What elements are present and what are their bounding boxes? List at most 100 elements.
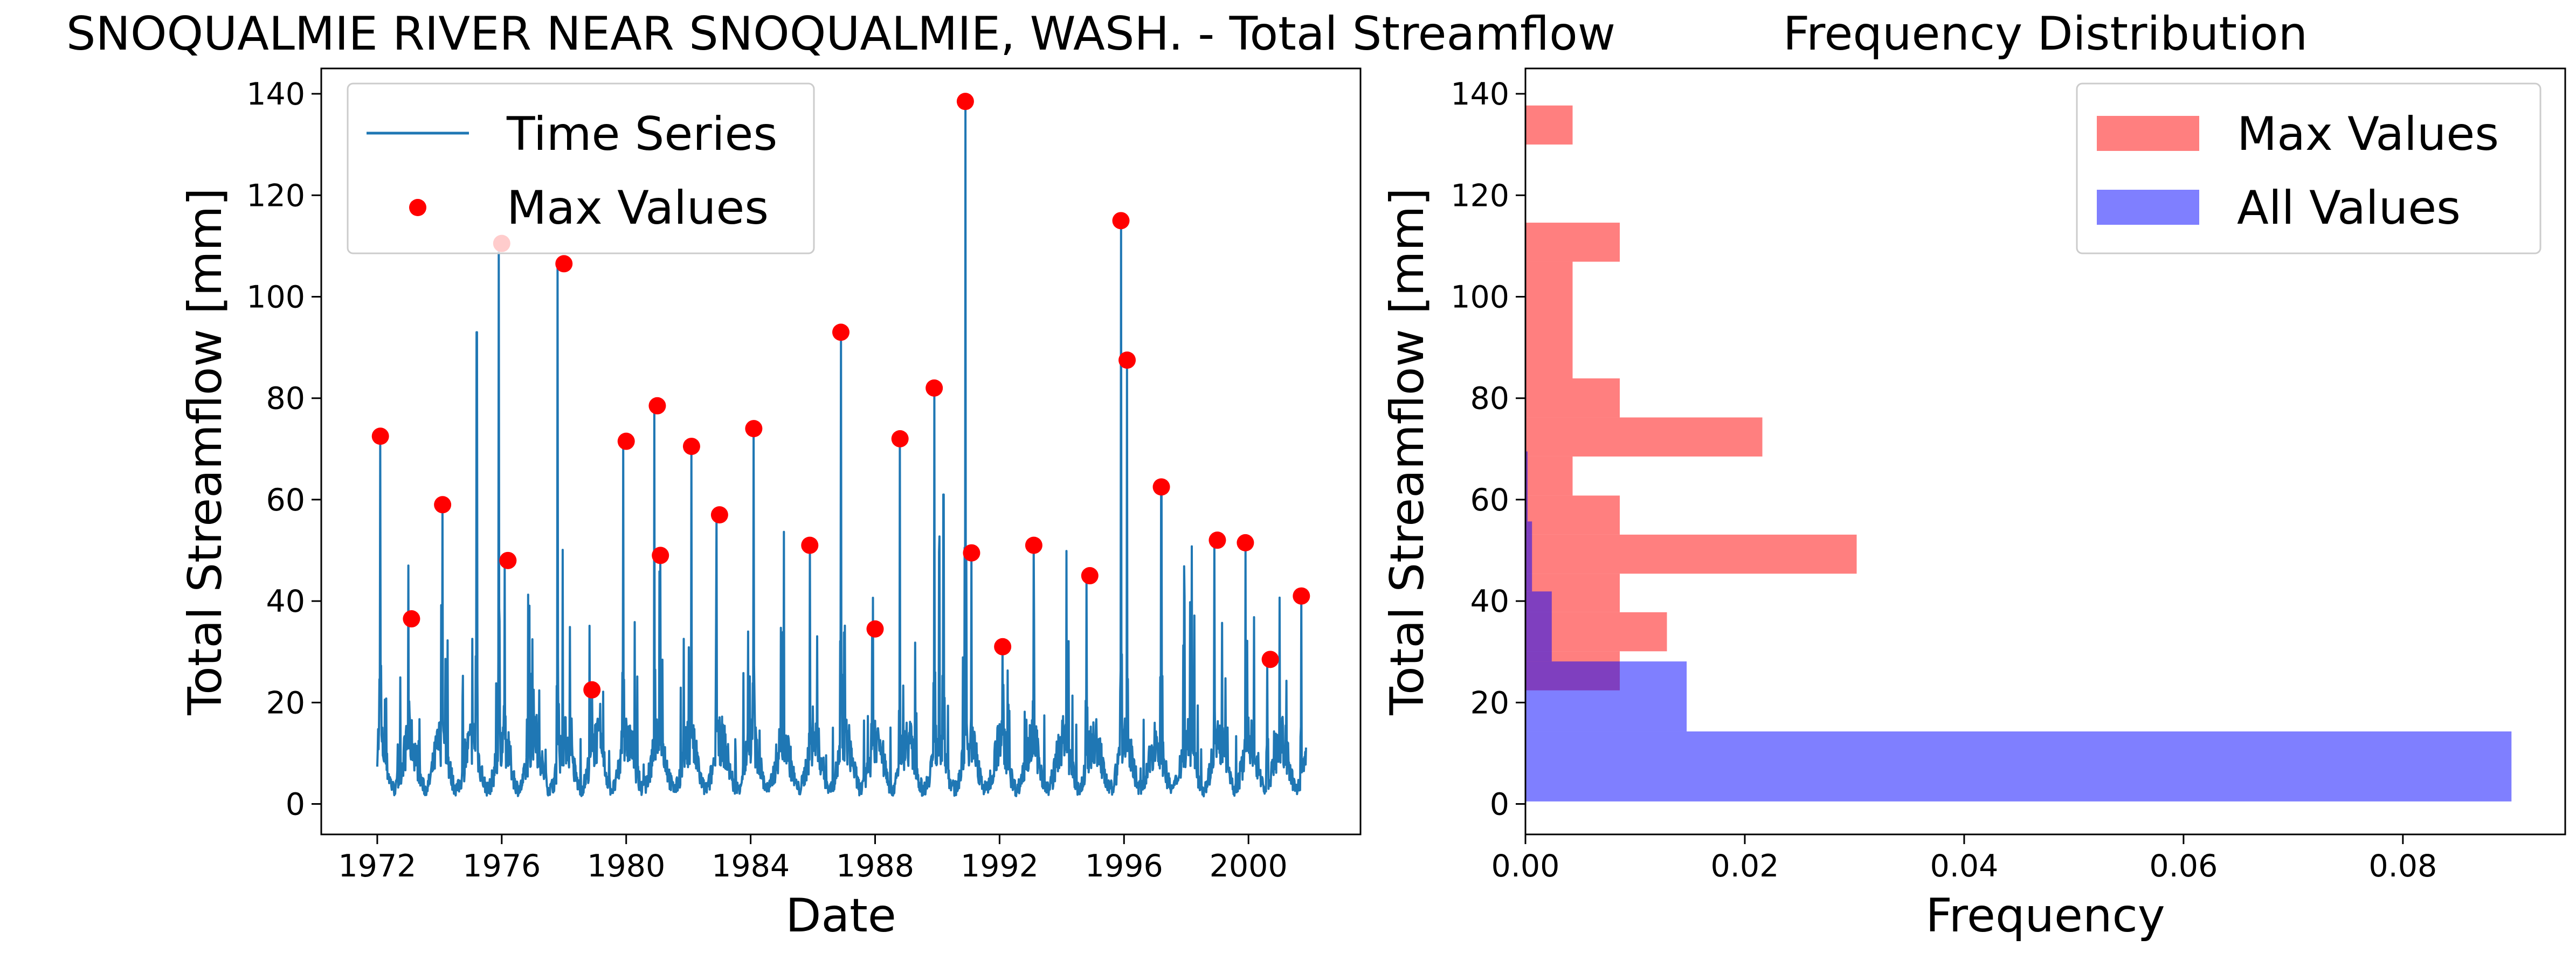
left-x-tick-label: 1992 — [961, 848, 1039, 884]
right-x-tick-label: 0.08 — [2368, 848, 2437, 884]
left-x-tick-label: 1988 — [836, 848, 914, 884]
max-value-point — [1293, 587, 1310, 605]
max-value-point — [866, 620, 884, 638]
right-chart-title: Frequency Distribution — [1783, 7, 2308, 61]
left-x-tick-label: 1980 — [587, 848, 665, 884]
right-x-tick-label: 0.02 — [1711, 848, 1779, 884]
max-values-hist-bar — [1525, 456, 1573, 496]
right-y-tick-label: 60 — [1470, 482, 1509, 518]
all-values-hist-bar — [1525, 451, 1528, 522]
max-value-point — [926, 379, 943, 397]
left-x-tick-label: 2000 — [1210, 848, 1288, 884]
left-axes-frame — [320, 67, 1362, 835]
max-values-hist-bar — [1525, 105, 1573, 145]
right-y-tick-label: 20 — [1470, 685, 1509, 721]
right-y-tick-label: 80 — [1470, 381, 1509, 417]
max-value-point — [994, 638, 1012, 655]
max-value-point — [801, 536, 819, 554]
max-value-point — [434, 496, 452, 514]
max-values-legend-label: Max Values — [507, 181, 769, 235]
max-values-hist-legend-label: Max Values — [2237, 107, 2499, 161]
max-value-point — [403, 610, 420, 628]
max-values-hist-bar — [1525, 378, 1620, 418]
right-plot-area — [1525, 105, 2512, 802]
left-y-tick-label: 140 — [246, 77, 305, 112]
max-values-hist-bar — [1525, 301, 1573, 340]
max-value-point — [963, 544, 980, 562]
max-value-point — [617, 432, 635, 450]
left-x-tick-label: 1972 — [338, 848, 416, 884]
left-legend-box — [347, 82, 815, 254]
max-value-point — [682, 438, 700, 455]
max-values-hist-bar — [1525, 495, 1620, 535]
all-values-hist-bar — [1525, 731, 2512, 802]
max-value-point — [1081, 567, 1099, 585]
max-value-point — [1112, 212, 1130, 230]
right-legend: Max Values All Values — [2076, 82, 2542, 254]
max-values-legend-marker — [409, 199, 426, 216]
max-value-point — [1261, 651, 1279, 668]
time-series-legend-label: Time Series — [506, 107, 777, 161]
right-x-axis-label: Frequency — [1925, 889, 2165, 943]
right-y-tick-label: 40 — [1470, 584, 1509, 619]
left-chart-title: SNOQUALMIE RIVER NEAR SNOQUALMIE, WASH. … — [66, 7, 1615, 61]
left-y-tick-label: 20 — [266, 685, 305, 721]
all-values-legend-swatch — [2097, 190, 2199, 225]
left-x-ticks: 1972 1976 1980 1984 1988 1992 1996 2000 — [338, 834, 1288, 884]
left-y-tick-label: 60 — [266, 482, 305, 518]
all-values-hist-bar — [1525, 521, 1532, 592]
max-values-hist-bar — [1525, 223, 1620, 262]
all-values-hist-bar — [1525, 591, 1552, 662]
right-y-ticks: 0 20 40 60 80 100 120 140 — [1451, 77, 1525, 823]
left-y-tick-label: 100 — [246, 279, 305, 315]
frequency-histogram-chart: Frequency Distribution 0.00 0.02 0.04 0.06 0… — [1380, 7, 2566, 943]
left-x-tick-label: 1976 — [462, 848, 541, 884]
left-x-axis-label: Date — [785, 889, 896, 943]
max-value-point — [1208, 531, 1226, 549]
left-legend: Time Series Max Values — [347, 82, 815, 254]
right-axes-frame — [1524, 67, 2566, 835]
max-value-point — [1152, 478, 1170, 496]
left-y-ticks: 0 20 40 60 80 100 120 140 — [246, 77, 321, 823]
max-value-point — [745, 420, 763, 438]
left-y-axis-label: Total Streamflow [mm] — [178, 188, 232, 715]
max-value-point — [956, 93, 974, 110]
left-y-tick-label: 0 — [286, 787, 305, 823]
left-y-tick-label: 80 — [266, 381, 305, 417]
max-values-hist-bar — [1525, 417, 1763, 457]
max-value-point — [832, 323, 850, 341]
max-value-point — [648, 397, 666, 415]
max-values-legend-swatch — [2097, 116, 2199, 151]
max-value-point — [1237, 534, 1254, 551]
right-y-tick-label: 140 — [1451, 77, 1509, 112]
right-y-tick-label: 100 — [1451, 279, 1509, 315]
left-x-tick-label: 1984 — [712, 848, 790, 884]
max-value-point — [1025, 536, 1042, 554]
left-y-tick-label: 120 — [246, 178, 305, 213]
right-y-tick-label: 0 — [1490, 787, 1509, 823]
time-series-line — [376, 102, 1307, 798]
max-values-hist-bar — [1525, 534, 1857, 574]
max-value-point — [891, 430, 909, 447]
max-value-point — [555, 255, 573, 273]
all-values-hist-bar — [1525, 661, 1687, 731]
max-value-point — [1118, 351, 1136, 369]
time-series-chart: SNOQUALMIE RIVER NEAR SNOQUALMIE, WASH. … — [66, 7, 1615, 943]
max-value-point — [710, 506, 728, 524]
max-values-hist-bar — [1525, 261, 1573, 301]
max-value-point — [499, 551, 517, 569]
right-y-axis-label: Total Streamflow [mm] — [1380, 188, 1434, 715]
right-x-tick-label: 0.06 — [2149, 848, 2218, 884]
right-x-tick-label: 0.00 — [1491, 848, 1560, 884]
all-values-hist-legend-label: All Values — [2237, 181, 2461, 235]
max-values-hist-bar — [1525, 340, 1573, 378]
max-value-point — [583, 681, 601, 699]
right-x-tick-label: 0.04 — [1930, 848, 1998, 884]
max-value-point — [371, 427, 389, 445]
left-x-tick-label: 1996 — [1085, 848, 1163, 884]
max-value-point — [652, 547, 669, 564]
left-y-tick-label: 40 — [266, 584, 305, 619]
right-x-ticks: 0.00 0.02 0.04 0.06 0.08 — [1491, 834, 2437, 884]
right-y-tick-label: 120 — [1451, 178, 1509, 213]
